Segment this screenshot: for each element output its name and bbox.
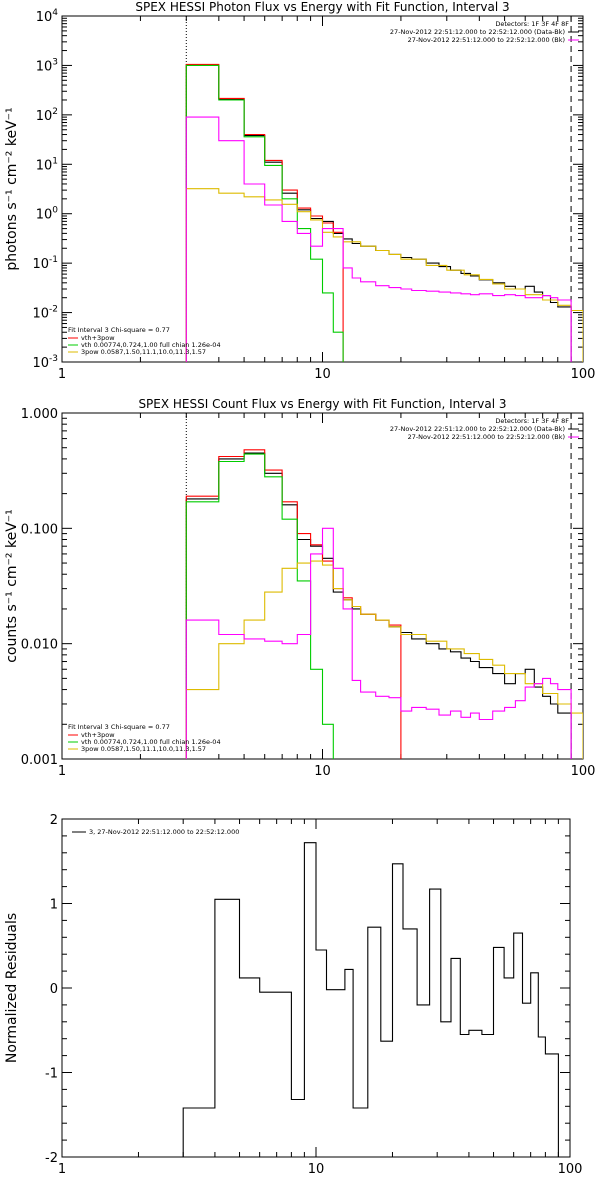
legend-fit-entry: 3pow 0.0587,1.50,11.1,10.0,11.3,1.57	[81, 348, 206, 356]
y-tick-label: 0.010	[21, 638, 58, 653]
legend-time-entry: 27-Nov-2012 22:51:12.000 to 22:52:12.000…	[408, 433, 565, 441]
legend-fit-entry: vth 0.00774,0.724,1.00 full chian 1.26e-…	[81, 738, 221, 746]
x-tick-label: 100	[571, 764, 596, 779]
x-tick-label: 100	[558, 1162, 583, 1177]
legend-detectors: Detectors: 1F 3F 4F 8F	[495, 417, 569, 425]
legend-fit-entry: 3pow 0.0587,1.50,11.1,10.0,11.3,1.57	[81, 745, 206, 753]
y-tick-label: 104	[36, 8, 59, 25]
series-line-residuals	[182, 842, 559, 1157]
legend-fit-header: Fit Interval 3 Chi-square = 0.77	[68, 723, 170, 731]
legend-residual-entry: 3, 27-Nov-2012 22:51:12.000 to 22:52:12.…	[89, 828, 239, 836]
legend-fit-entry: vth+3pow	[81, 731, 115, 739]
legend-fit-entry: vth 0.00774,0.724,1.00 full chian 1.26e-…	[81, 341, 221, 349]
series-line-3pow	[185, 188, 583, 362]
chart-title: SPEX HESSI Photon Flux vs Energy with Fi…	[135, 0, 509, 14]
series-line-vth-3pow	[185, 63, 344, 362]
x-tick-label: 1	[58, 367, 66, 382]
legend-fit-entry: vth+3pow	[81, 334, 115, 342]
series-line-bk	[185, 116, 572, 362]
x-tick-label: 100	[571, 367, 596, 382]
y-axis-label: photons s⁻¹ cm⁻² keV⁻¹	[4, 107, 20, 270]
series-line-vth	[185, 453, 334, 759]
y-tick-label: 101	[36, 156, 58, 173]
series-line-3pow	[185, 560, 583, 759]
y-tick-label: 1	[50, 898, 58, 913]
chart-title: SPEX HESSI Count Flux vs Energy with Fit…	[138, 397, 506, 411]
y-tick-label: 100	[36, 206, 59, 223]
x-tick-label: 10	[308, 1162, 325, 1177]
series-line-vth	[185, 64, 344, 362]
legend-time-entry: 27-Nov-2012 22:51:12.000 to 22:52:12.000…	[390, 28, 565, 36]
y-tick-label: -1	[45, 1067, 58, 1082]
legend-time-entry: 27-Nov-2012 22:51:12.000 to 22:52:12.000…	[390, 425, 565, 433]
y-tick-label: 10-1	[32, 255, 58, 272]
x-tick-label: 1	[58, 1162, 66, 1177]
legend-detectors: Detectors: 1F 3F 4F 8F	[495, 20, 569, 28]
x-tick-label: 1	[58, 764, 66, 779]
y-axis-label: Normalized Residuals	[4, 913, 20, 1063]
y-tick-label: 10-3	[32, 354, 58, 371]
y-axis-label: counts s⁻¹ cm⁻² keV⁻¹	[4, 509, 20, 663]
legend-fit-header: Fit Interval 3 Chi-square = 0.77	[68, 326, 170, 334]
y-tick-label: 103	[36, 57, 58, 74]
y-tick-label: 0	[50, 982, 58, 997]
series-line-bk	[185, 527, 572, 759]
y-tick-label: 0.001	[21, 753, 58, 768]
y-tick-label: 102	[36, 107, 58, 124]
y-tick-label: -2	[45, 1151, 58, 1166]
chart-panel-3: 1 10 100 -2 -1 0 1 2 Normalized Residuals 3, 27-N…	[4, 813, 582, 1177]
series-group	[185, 449, 583, 759]
chart-panel-2: SPEX HESSI Count Flux vs Energy with Fit…	[4, 397, 595, 779]
x-tick-label: 10	[314, 367, 331, 382]
plot-frame	[61, 15, 584, 363]
series-group	[185, 63, 583, 362]
y-tick-label: 10-2	[32, 305, 58, 322]
legend-time-entry: 27-Nov-2012 22:51:12.000 to 22:52:12.000…	[408, 36, 565, 44]
chart-panel-1: SPEX HESSI Photon Flux vs Energy with Fi…	[4, 0, 595, 382]
x-tick-label: 10	[314, 764, 331, 779]
y-tick-label: 2	[50, 813, 58, 828]
series-group	[182, 842, 559, 1157]
y-tick-label: 0.100	[21, 522, 58, 537]
y-tick-label: 1.000	[21, 407, 58, 422]
series-line-data-bk	[185, 452, 572, 759]
